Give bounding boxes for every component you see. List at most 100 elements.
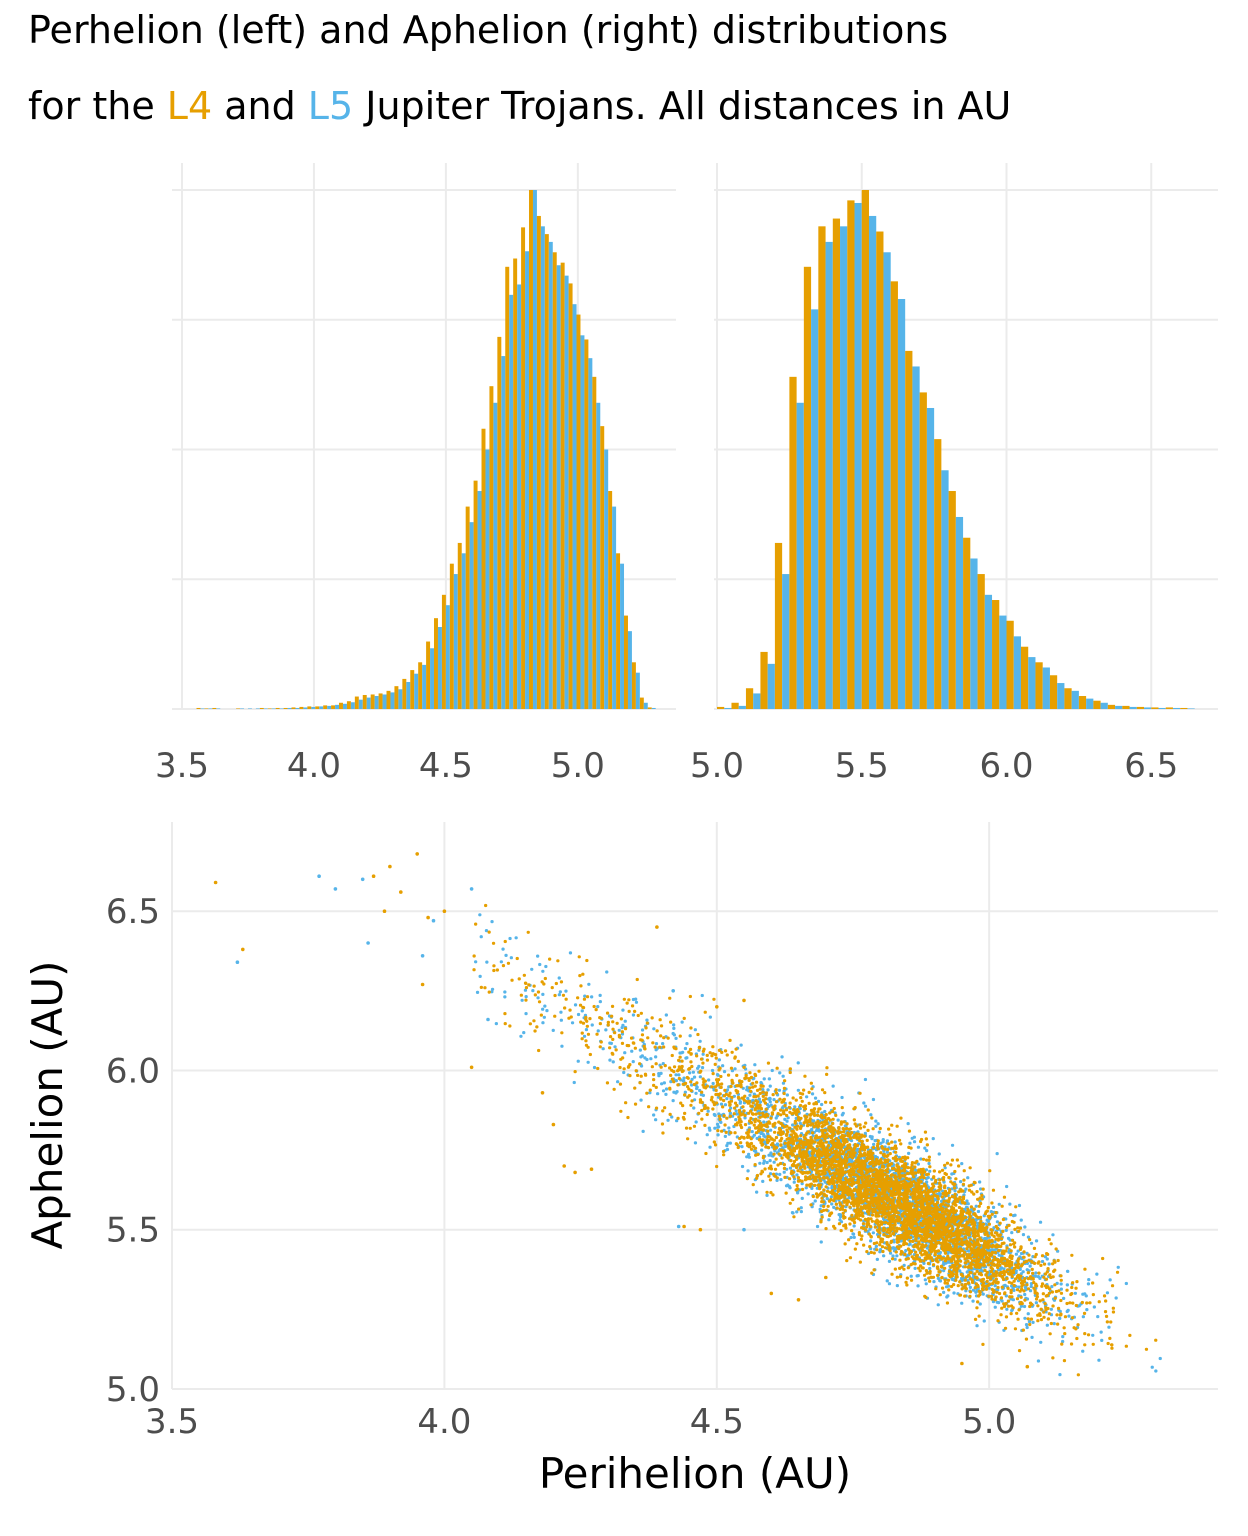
perihelion-bar-l4: [267, 708, 272, 709]
aphelion-bar-l5: [1028, 657, 1036, 709]
perihelion-bar-l5: [564, 275, 569, 709]
aphelion-bar-l5: [767, 663, 775, 709]
aphelion-bar-l5: [738, 705, 746, 709]
perihelion-bar-l4: [331, 705, 336, 709]
aphelion-bar-l4: [1122, 705, 1130, 709]
perihelion-bar-l5: [271, 708, 276, 709]
aphelion-bar-l4: [948, 491, 956, 709]
perihelion-bar-l4: [307, 706, 312, 709]
scatter-outlier-l5: [317, 874, 321, 878]
perihelion-bar-l4: [624, 615, 628, 709]
perihelion-bar-l5: [287, 707, 292, 709]
aphelion-bar-l4: [1020, 646, 1029, 709]
perihelion-bar-l5: [525, 251, 530, 710]
scatter-outlier-l5: [469, 887, 474, 891]
perihelion-bar-l4: [473, 480, 478, 709]
scatter-outlier-l5: [431, 918, 436, 923]
perihelion-bar-l4: [378, 693, 383, 709]
title-line-2: for the L4 and L5 Jupiter Trojans. All d…: [28, 76, 1238, 152]
aphelion-bar-l4: [1006, 620, 1014, 709]
perihelion-bar-l5: [445, 605, 450, 709]
perihelion-bar-l5: [469, 522, 474, 709]
scatter-points-l5: [474, 913, 1162, 1377]
scatter-outlier-l4: [420, 982, 425, 987]
scatter-x-tick-label: 5.0: [962, 1402, 1016, 1442]
aphelion-bar-l5: [782, 574, 790, 709]
title-line-2-suffix: Jupiter Trojans. All distances in AU: [353, 84, 1012, 128]
perihelion-bar-l4: [513, 258, 518, 709]
scatter-x-tick-label: 4.5: [690, 1402, 744, 1442]
title-line-1: Perhelion (left) and Aphelion (right) di…: [28, 8, 949, 52]
perihelion-bar-l4: [362, 694, 367, 709]
scatter-outlier-l5: [420, 954, 425, 958]
perihelion-bar-l4: [323, 705, 328, 709]
perihelion-bar-l5: [342, 703, 347, 709]
aphelion-bar-l5: [926, 407, 935, 709]
perihelion-bar-l5: [279, 708, 284, 709]
perihelion-bar-l5: [477, 491, 482, 709]
perihelion-bar-l5: [651, 707, 656, 709]
perihelion-bar-l4: [449, 563, 454, 709]
perihelion-bar-l5: [453, 574, 458, 709]
perihelion-bar-l5: [240, 708, 245, 709]
aphelion-x-tick-label: 5.5: [835, 746, 889, 786]
scatter-y-tick-label: 5.0: [106, 1370, 160, 1410]
aphelion-bar-l4: [1064, 688, 1072, 709]
scatter-outlier-l4: [960, 1361, 964, 1366]
scatter-outlier-l5: [366, 941, 370, 945]
perihelion-bar-l5: [517, 284, 522, 709]
aphelion-bar-l5: [941, 470, 949, 709]
scatter-outlier-l4: [698, 1227, 703, 1232]
aphelion-bar-l4: [745, 688, 754, 709]
aphelion-bar-l4: [963, 537, 971, 709]
perihelion-bar-l4: [346, 701, 351, 709]
perihelion-bar-l4: [521, 227, 526, 709]
perihelion-bar-l4: [410, 670, 415, 709]
aphelion-bar-l5: [868, 215, 877, 709]
perihelion-bar-l4: [283, 707, 288, 709]
perihelion-x-tick-label: 3.5: [155, 746, 209, 786]
perihelion-bar-l4: [647, 707, 652, 709]
scatter-outlier-l5: [235, 960, 240, 964]
title-line-2-prefix: for the: [28, 84, 167, 128]
perihelion-bar-l5: [501, 356, 506, 709]
aphelion-bar-l5: [1086, 698, 1094, 709]
perihelion-bar-l4: [441, 594, 446, 709]
aphelion-bar-l5: [1144, 707, 1152, 709]
perihelion-bar-l4: [212, 707, 217, 709]
perihelion-bar-l5: [540, 226, 545, 709]
aphelion-bar-l5: [854, 202, 862, 710]
perihelion-bar-l5: [303, 707, 308, 709]
perihelion-bar-l4: [631, 662, 636, 709]
x-axis-title: Perihelion (AU): [539, 1449, 851, 1498]
perihelion-bar-l5: [580, 335, 585, 709]
perihelion-bar-l5: [382, 694, 387, 709]
perihelion-bar-l4: [204, 708, 209, 709]
perihelion-bar-l5: [208, 708, 213, 709]
perihelion-bar-l5: [556, 265, 561, 709]
aphelion-bar-l4: [934, 439, 942, 709]
chart-title: Perhelion (left) and Aphelion (right) di…: [28, 0, 1238, 152]
aphelion-bar-l4: [1180, 707, 1188, 709]
scatter-outlier-l4: [426, 915, 430, 920]
perihelion-bar-l5: [311, 706, 316, 709]
perihelion-aphelion-scatter: 3.5 4.0 4.5 5.0 5.0 5.5 6.0 6.5 Perihelion (AU) A…: [23, 822, 1218, 1498]
aphelion-bar-l5: [1115, 705, 1123, 709]
perihelion-bar-l5: [635, 672, 640, 709]
aphelion-bar-l5: [1172, 707, 1181, 709]
perihelion-bar-l5: [422, 664, 427, 709]
scatter-outlier-l4: [382, 909, 387, 913]
aphelion-bar-l5: [1057, 683, 1065, 709]
perihelion-bar-l5: [398, 689, 403, 709]
scatter-outlier-l4: [399, 890, 403, 894]
aphelion-bar-l5: [984, 594, 993, 709]
scatter-outlier-l5: [333, 887, 338, 891]
scatter-y-tick-label: 6.5: [106, 892, 160, 932]
perihelion-bar-l5: [485, 449, 490, 709]
perihelion-bar-l5: [263, 708, 268, 709]
aphelion-bar-l5: [912, 366, 920, 709]
perihelion-x-tick-label: 5.0: [551, 746, 605, 786]
aphelion-bar-l4: [861, 190, 869, 709]
aphelion-bar-l5: [1042, 667, 1050, 709]
